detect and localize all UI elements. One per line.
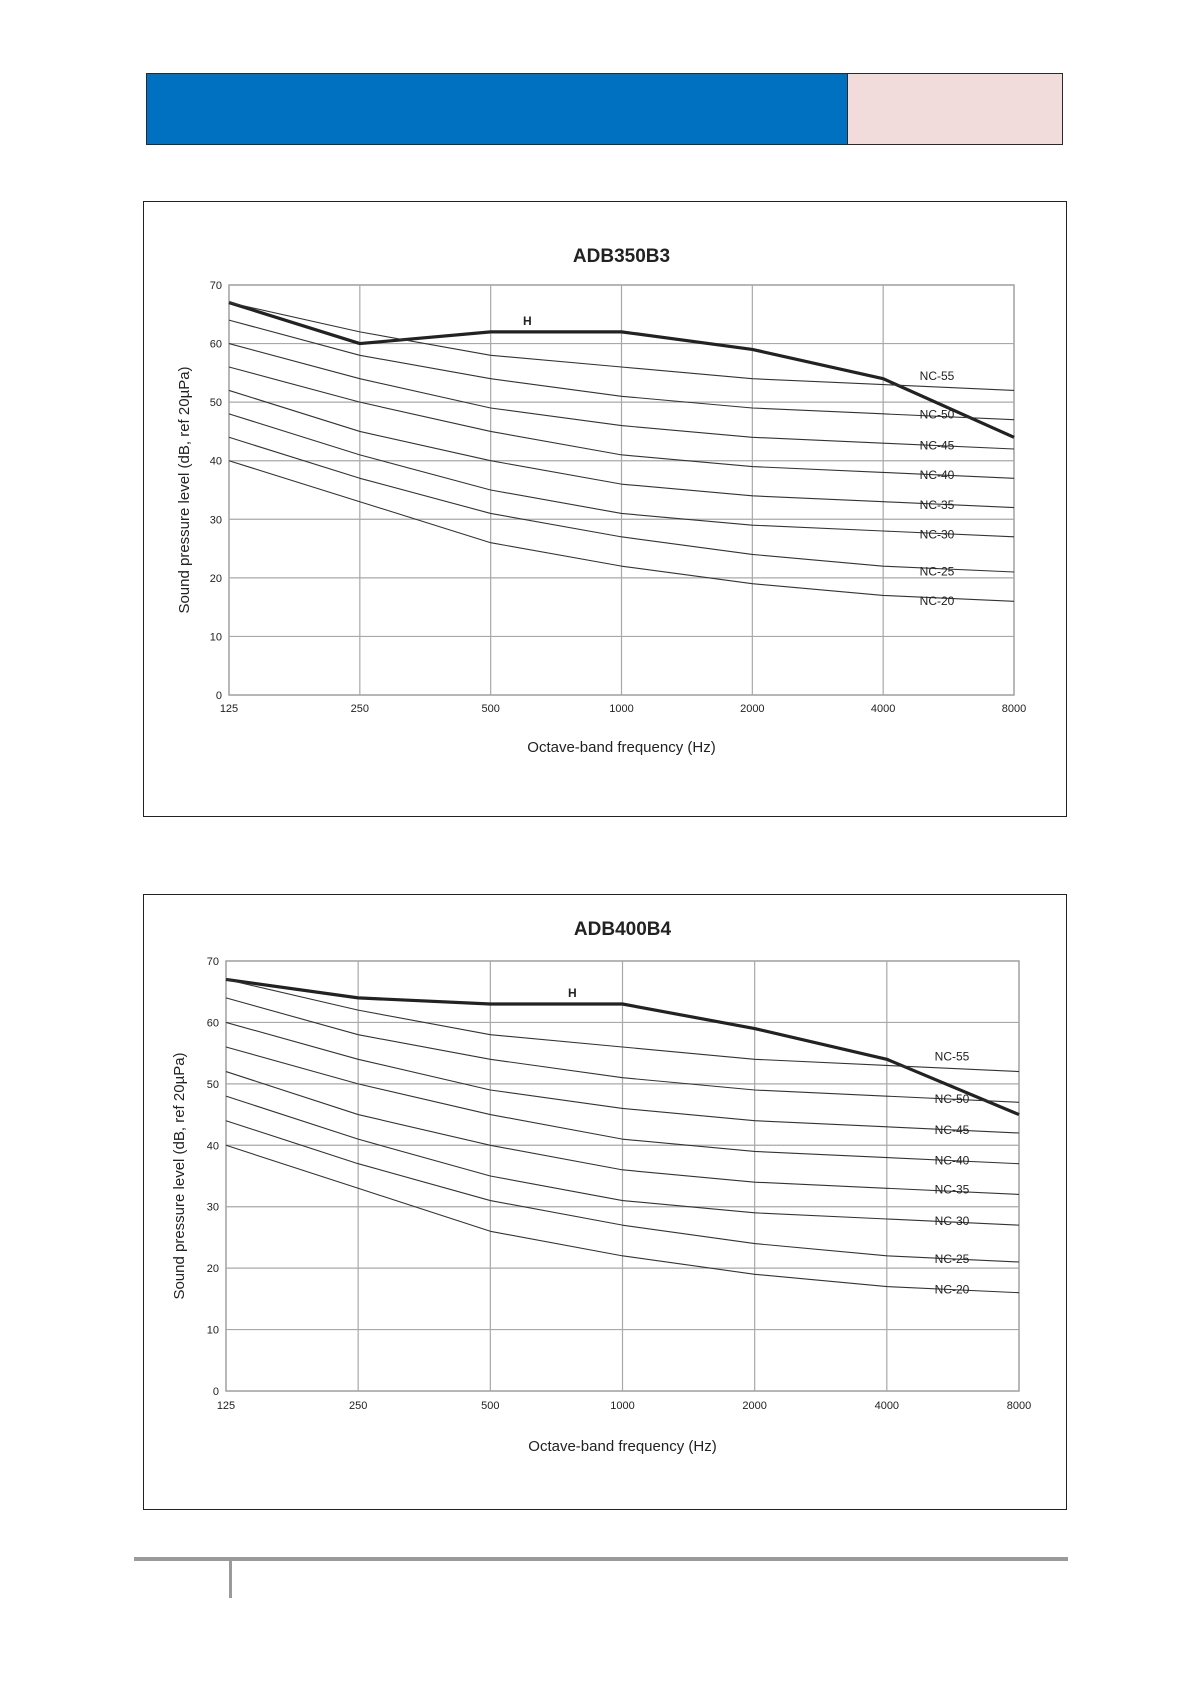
series-line-nc-25: [228, 436, 1015, 573]
y-tick-label: 10: [207, 1325, 219, 1337]
x-tick-label: 250: [351, 703, 369, 715]
series-label-h: H: [568, 986, 577, 1000]
x-tick-label: 125: [220, 703, 238, 715]
x-tick-label: 500: [481, 1400, 499, 1412]
y-tick-label: 20: [207, 1263, 219, 1275]
series-label-nc-20: NC-20: [920, 594, 955, 608]
y-tick-label: 30: [210, 514, 222, 526]
x-tick-label: 8000: [1007, 1400, 1031, 1412]
x-tick-label: 2000: [740, 703, 764, 715]
series-line-nc-35: [225, 1071, 1020, 1195]
series-label-nc-55: NC-55: [935, 1049, 970, 1063]
y-tick-label: 20: [210, 573, 222, 585]
chart-frame-adb350b3: ADB350B3 0 10 20 30 40 50 60 70 125 250 500 1000 2000…: [143, 201, 1067, 817]
series-line-h: [225, 977, 1020, 1117]
x-tick-label: 500: [481, 703, 499, 715]
series-line-nc-45: [225, 1021, 1020, 1134]
x-tick-label: 1000: [609, 703, 633, 715]
y-axis-label: Sound pressure level (dB, ref 20µPa): [171, 1052, 188, 1299]
x-tick-label: 1000: [610, 1400, 634, 1412]
series-line-nc-35: [228, 389, 1015, 509]
x-tick-label: 250: [349, 1400, 367, 1412]
series-line-nc-20: [225, 1144, 1020, 1294]
header-pink-block: [847, 74, 1062, 144]
y-tick-label: 0: [213, 1386, 219, 1398]
series-label-nc-40: NC-40: [920, 468, 955, 482]
series-line-h: [228, 301, 1015, 439]
series-label-nc-40: NC-40: [935, 1154, 970, 1168]
y-tick-label: 10: [210, 631, 222, 643]
y-tick-label: 50: [210, 397, 222, 409]
y-tick-label: 70: [210, 280, 222, 292]
chart-title: ADB350B3: [573, 246, 670, 267]
series-label-nc-30: NC-30: [920, 527, 955, 541]
y-tick-label: 40: [207, 1140, 219, 1152]
y-tick-label: 30: [207, 1202, 219, 1214]
chart-adb350b3: ADB350B3 0 10 20 30 40 50 60 70 125 250 500 1000 2000…: [176, 246, 1026, 756]
series-line-nc-40: [228, 366, 1015, 479]
series-line-nc-55: [228, 302, 1015, 391]
footer-divider-tick: [229, 1560, 232, 1598]
x-tick-label: 125: [217, 1400, 235, 1412]
series-label-nc-30: NC-30: [935, 1214, 970, 1228]
chart-frame-adb400b4: ADB400B4 0 10 20 30 40 50 60 70 125 250 500 1000 2000…: [143, 894, 1067, 1510]
page-header-bar: [146, 73, 1063, 145]
x-tick-label: 8000: [1002, 703, 1026, 715]
y-tick-label: 70: [207, 956, 219, 968]
x-tick-label: 2000: [742, 1400, 766, 1412]
x-axis-label: Octave-band frequency (Hz): [527, 739, 715, 756]
series-label-nc-25: NC-25: [920, 565, 955, 579]
series-line-nc-50: [228, 319, 1015, 421]
series-label-nc-35: NC-35: [935, 1182, 970, 1196]
y-tick-label: 60: [207, 1017, 219, 1029]
x-tick-label: 4000: [875, 1400, 899, 1412]
series-label-nc-50: NC-50: [920, 407, 955, 421]
series-line-nc-40: [225, 1046, 1020, 1165]
chart-title: ADB400B4: [574, 919, 672, 940]
footer-rule: [134, 1557, 1068, 1561]
header-blue-block: [147, 74, 847, 144]
series-line-nc-55: [225, 978, 1020, 1073]
y-tick-label: 60: [210, 339, 222, 351]
y-tick-label: 40: [210, 456, 222, 468]
series-label-nc-55: NC-55: [920, 369, 955, 383]
series-line-nc-25: [225, 1120, 1020, 1263]
series-label-nc-45: NC-45: [935, 1123, 970, 1137]
series-label-nc-25: NC-25: [935, 1252, 970, 1266]
y-tick-label: 0: [216, 690, 222, 702]
series-line-nc-30: [225, 1095, 1020, 1226]
x-tick-label: 4000: [871, 703, 895, 715]
series-label-nc-45: NC-45: [920, 439, 955, 453]
series-label-h: H: [523, 314, 532, 328]
y-tick-label: 50: [207, 1079, 219, 1091]
series-label-nc-50: NC-50: [935, 1092, 970, 1106]
y-axis-label: Sound pressure level (dB, ref 20µPa): [176, 366, 193, 613]
chart-adb400b4: ADB400B4 0 10 20 30 40 50 60 70 125 250 500 1000 2000…: [171, 919, 1031, 1455]
x-axis-label: Octave-band frequency (Hz): [528, 1438, 716, 1455]
series-line-nc-50: [225, 997, 1020, 1103]
series-label-nc-35: NC-35: [920, 498, 955, 512]
series-line-nc-30: [228, 413, 1015, 538]
series-line-nc-20: [228, 460, 1015, 602]
series-line-nc-45: [228, 343, 1015, 450]
series-label-nc-20: NC-20: [935, 1283, 970, 1297]
